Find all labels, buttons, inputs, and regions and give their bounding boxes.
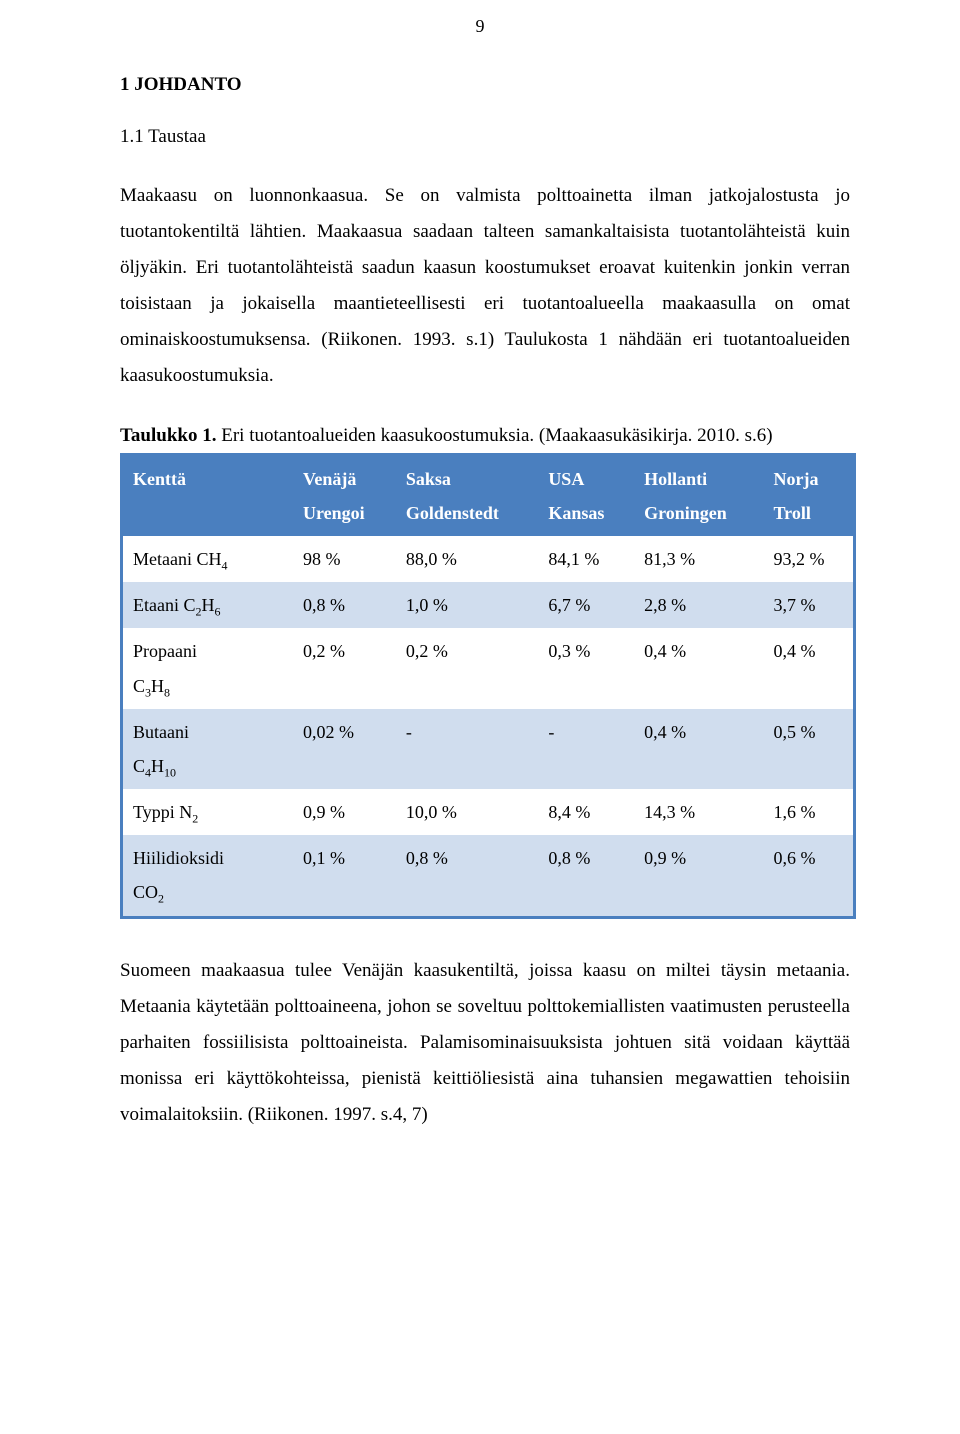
table-cell: 3,7 % (764, 582, 854, 628)
chemical-formula: C2H6 (183, 595, 220, 615)
table-header-row: KenttäVenäjäUrengoiSaksaGoldenstedtUSAKa… (123, 456, 853, 536)
row-label: Propaani (133, 634, 283, 668)
table-cell: 0,3 % (538, 628, 634, 708)
table-caption: Taulukko 1. Eri tuotantoalueiden kaasuko… (120, 425, 850, 447)
table-cell: 0,6 % (764, 835, 854, 915)
row-label: Hiilidioksidi (133, 841, 283, 875)
table-head: KenttäVenäjäUrengoiSaksaGoldenstedtUSAKa… (123, 456, 853, 536)
table-row: Metaani CH498 %88,0 %84,1 %81,3 %93,2 % (123, 536, 853, 582)
chemical-formula: N2 (179, 802, 198, 822)
table-cell: 0,2 % (293, 628, 396, 708)
table-cell: 1,6 % (764, 789, 854, 835)
table-cell: - (396, 709, 538, 789)
composition-table: KenttäVenäjäUrengoiSaksaGoldenstedtUSAKa… (123, 456, 853, 916)
table-cell: 93,2 % (764, 536, 854, 582)
table-header-cell: VenäjäUrengoi (293, 456, 396, 536)
table-row: HiilidioksidiCO20,1 %0,8 %0,8 %0,9 %0,6 … (123, 835, 853, 915)
page-number: 9 (0, 16, 960, 37)
paragraph-1: Maakaasu on luonnonkaasua. Se on valmist… (120, 178, 850, 395)
row-label-cell: Etaani C2H6 (123, 582, 293, 628)
table-cell: 88,0 % (396, 536, 538, 582)
row-label-cell: HiilidioksidiCO2 (123, 835, 293, 915)
chemical-formula: CO2 (133, 875, 283, 909)
header-bottom: Goldenstedt (406, 496, 528, 530)
table-cell: 98 % (293, 536, 396, 582)
heading-1: 1 JOHDANTO (120, 74, 850, 96)
header-top: Kenttä (133, 462, 283, 496)
header-top: Norja (774, 462, 844, 496)
header-bottom: Kansas (548, 496, 624, 530)
chemical-formula: C3H8 (133, 669, 283, 703)
table-header-cell: HollantiGroningen (634, 456, 763, 536)
table-cell: 0,02 % (293, 709, 396, 789)
table-cell: 0,9 % (634, 835, 763, 915)
table-row: Etaani C2H60,8 %1,0 %6,7 %2,8 %3,7 % (123, 582, 853, 628)
row-label-cell: ButaaniC4H10 (123, 709, 293, 789)
row-label: Metaani (133, 549, 196, 569)
table-cell: - (538, 709, 634, 789)
table-header-cell: USAKansas (538, 456, 634, 536)
chemical-formula: CH4 (196, 549, 227, 569)
table-cell: 0,2 % (396, 628, 538, 708)
table-cell: 0,4 % (764, 628, 854, 708)
table-cell: 0,8 % (538, 835, 634, 915)
table-cell: 2,8 % (634, 582, 763, 628)
heading-1-1: 1.1 Taustaa (120, 126, 850, 148)
table-body: Metaani CH498 %88,0 %84,1 %81,3 %93,2 %E… (123, 536, 853, 916)
header-top: Hollanti (644, 462, 753, 496)
row-label-cell: Metaani CH4 (123, 536, 293, 582)
header-top: Venäjä (303, 462, 386, 496)
table-cell: 10,0 % (396, 789, 538, 835)
table-cell: 84,1 % (538, 536, 634, 582)
table-cell: 0,8 % (396, 835, 538, 915)
table-row: ButaaniC4H100,02 %--0,4 %0,5 % (123, 709, 853, 789)
table-header-cell: NorjaTroll (764, 456, 854, 536)
row-label: Typpi (133, 802, 179, 822)
table-cell: 1,0 % (396, 582, 538, 628)
table-cell: 0,4 % (634, 628, 763, 708)
table-cell: 6,7 % (538, 582, 634, 628)
table-cell: 0,8 % (293, 582, 396, 628)
header-top: Saksa (406, 462, 528, 496)
header-bottom: Troll (774, 496, 844, 530)
table-row: PropaaniC3H80,2 %0,2 %0,3 %0,4 %0,4 % (123, 628, 853, 708)
chemical-formula: C4H10 (133, 749, 283, 783)
header-top: USA (548, 462, 624, 496)
table-header-cell: Kenttä (123, 456, 293, 536)
table-cell: 0,5 % (764, 709, 854, 789)
table-header-cell: SaksaGoldenstedt (396, 456, 538, 536)
table-cell: 14,3 % (634, 789, 763, 835)
table-cell: 0,9 % (293, 789, 396, 835)
table-container: KenttäVenäjäUrengoiSaksaGoldenstedtUSAKa… (120, 453, 856, 919)
page: 9 1 JOHDANTO 1.1 Taustaa Maakaasu on luo… (0, 0, 960, 1434)
paragraph-2: Suomeen maakaasua tulee Venäjän kaasuken… (120, 953, 850, 1133)
header-bottom: Groningen (644, 496, 753, 530)
table-caption-text: Eri tuotantoalueiden kaasukoostumuksia. … (216, 425, 772, 446)
row-label: Etaani (133, 595, 183, 615)
table-row: Typpi N20,9 %10,0 %8,4 %14,3 %1,6 % (123, 789, 853, 835)
table-cell: 0,1 % (293, 835, 396, 915)
row-label-cell: Typpi N2 (123, 789, 293, 835)
row-label-cell: PropaaniC3H8 (123, 628, 293, 708)
table-caption-label: Taulukko 1. (120, 425, 216, 446)
header-bottom: Urengoi (303, 496, 386, 530)
table-cell: 8,4 % (538, 789, 634, 835)
row-label: Butaani (133, 715, 283, 749)
table-cell: 81,3 % (634, 536, 763, 582)
table-cell: 0,4 % (634, 709, 763, 789)
